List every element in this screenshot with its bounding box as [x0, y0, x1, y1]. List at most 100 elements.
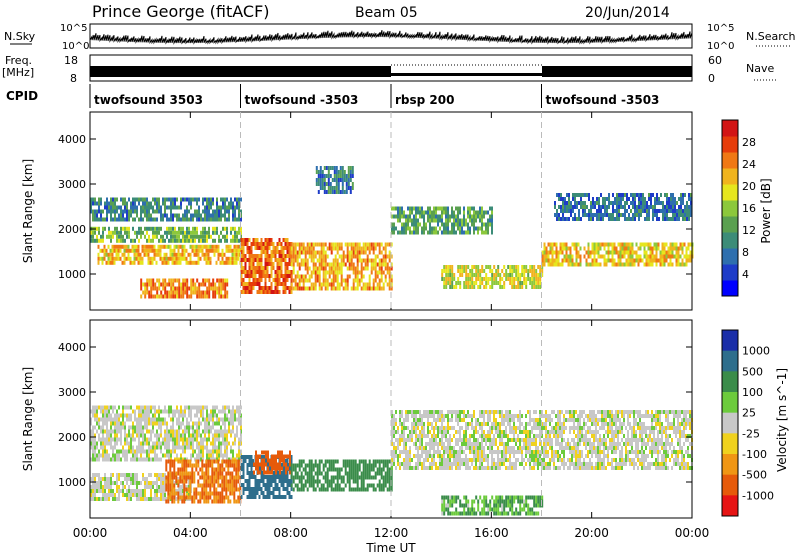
- power-cell: [383, 255, 385, 259]
- velocity-cell: [212, 434, 214, 438]
- power-cell: [329, 263, 331, 267]
- power-cell: [336, 178, 338, 182]
- velocity-cell: [92, 497, 94, 501]
- velocity-cell: [301, 460, 303, 464]
- power-cell: [168, 295, 170, 299]
- velocity-cell: [171, 500, 173, 504]
- velocity-cell: [164, 406, 166, 410]
- velocity-cell: [160, 481, 162, 485]
- velocity-cell: [231, 460, 233, 464]
- velocity-cell: [206, 426, 208, 430]
- velocity-cell: [317, 472, 319, 476]
- power-cell: [134, 210, 136, 214]
- power-cell: [493, 281, 495, 285]
- power-cell: [590, 209, 592, 213]
- power-cell: [172, 261, 174, 265]
- velocity-cell: [291, 472, 293, 476]
- power-cell: [267, 286, 269, 290]
- velocity-cell: [218, 410, 220, 414]
- power-cell: [136, 231, 138, 235]
- velocity-cell: [120, 473, 122, 477]
- power-cell: [144, 245, 146, 249]
- power-cell: [435, 231, 437, 235]
- velocity-cell: [94, 493, 96, 497]
- power-cell: [658, 247, 660, 251]
- power-cell: [632, 247, 634, 251]
- power-cell: [562, 205, 564, 209]
- power-cell: [194, 245, 196, 249]
- velocity-cell: [166, 446, 168, 450]
- power-cell: [642, 197, 644, 201]
- power-cell: [570, 213, 572, 217]
- power-cell: [273, 266, 275, 270]
- power-cell: [234, 257, 236, 261]
- velocity-cell: [273, 467, 275, 471]
- power-cell: [626, 247, 628, 251]
- power-cell: [357, 271, 359, 275]
- velocity-cell: [192, 430, 194, 434]
- power-cell: [279, 262, 281, 266]
- power-cell: [196, 210, 198, 214]
- velocity-cell: [188, 426, 190, 430]
- power-cell: [443, 231, 445, 235]
- velocity-cell: [148, 481, 150, 485]
- power-cell: [180, 287, 182, 291]
- power-cell: [618, 213, 620, 217]
- velocity-cell: [255, 459, 257, 463]
- power-cell: [263, 250, 265, 254]
- power-cell: [279, 250, 281, 254]
- power-cell: [670, 263, 672, 267]
- power-cell: [511, 273, 513, 277]
- velocity-cell: [156, 442, 158, 446]
- velocity-cell: [120, 442, 122, 446]
- power-cell: [309, 287, 311, 291]
- power-cell: [222, 253, 224, 257]
- power-cell: [489, 223, 491, 227]
- power-cell: [194, 227, 196, 231]
- power-cell: [485, 277, 487, 281]
- power-cell: [457, 223, 459, 227]
- velocity-cell: [233, 476, 235, 480]
- power-cell: [395, 207, 397, 211]
- velocity-cell: [233, 488, 235, 492]
- power-cell: [539, 281, 541, 285]
- power-cell: [335, 287, 337, 291]
- velocity-cell: [193, 500, 195, 504]
- velocity-cell: [112, 446, 114, 450]
- power-cell: [210, 198, 212, 202]
- power-cell: [407, 215, 409, 219]
- power-cell: [353, 247, 355, 251]
- power-cell: [279, 270, 281, 274]
- power-cell: [144, 227, 146, 231]
- power-cell: [662, 201, 664, 205]
- power-cell: [598, 243, 600, 247]
- velocity-cell: [232, 430, 234, 434]
- power-cell: [267, 274, 269, 278]
- velocity-cell: [110, 438, 112, 442]
- power-cell: [311, 251, 313, 255]
- velocity-cell: [122, 410, 124, 414]
- velocity-cell: [126, 414, 128, 418]
- velocity-cell: [158, 406, 160, 410]
- power-cell: [401, 227, 403, 231]
- velocity-cell: [287, 459, 289, 463]
- velocity-cell: [197, 464, 199, 468]
- velocity-cell: [307, 480, 309, 484]
- power-cell: [218, 287, 220, 291]
- power-cell: [178, 206, 180, 210]
- power-cell: [202, 218, 204, 222]
- velocity-cell: [190, 426, 192, 430]
- power-colorbar-tick: 4: [742, 268, 749, 281]
- power-cell: [283, 254, 285, 258]
- velocity-cell: [191, 468, 193, 472]
- power-cell: [335, 259, 337, 263]
- power-cell: [355, 271, 357, 275]
- power-cell: [251, 262, 253, 266]
- velocity-cell: [189, 488, 191, 492]
- power-cell: [525, 281, 527, 285]
- power-cell: [441, 207, 443, 211]
- power-cell: [236, 239, 238, 243]
- velocity-cell: [150, 497, 152, 501]
- power-cell: [660, 255, 662, 259]
- power-cell: [636, 251, 638, 255]
